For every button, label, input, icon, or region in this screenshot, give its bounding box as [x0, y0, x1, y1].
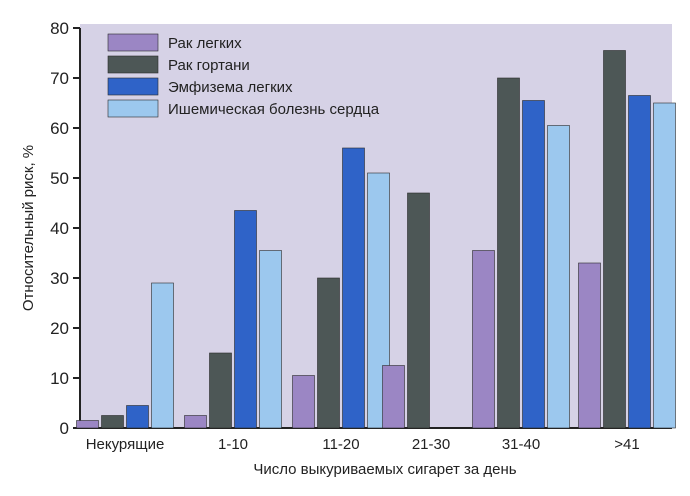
legend: Рак легких Рак гортани Эмфизема легких Ишем… — [107, 33, 380, 118]
y-tick-label: 10 — [50, 369, 69, 388]
bar — [342, 147, 365, 429]
bars — [76, 50, 676, 429]
legend-swatch — [107, 55, 159, 74]
bar — [603, 50, 626, 429]
legend-swatch — [107, 77, 159, 96]
bar — [382, 365, 405, 429]
x-tick-label: 31-40 — [502, 436, 540, 453]
bar — [151, 282, 174, 429]
bar — [497, 77, 520, 429]
bar — [628, 95, 651, 429]
y-axis-ticks: 0 10 20 30 40 50 60 70 80 — [50, 19, 80, 438]
bar — [367, 172, 390, 429]
bar — [76, 420, 99, 429]
x-tick-label: >41 — [614, 436, 639, 453]
bar — [259, 250, 282, 429]
x-axis-title: Число выкуриваемых сигарет за день — [253, 461, 516, 478]
x-axis-tick-labels: Некурящие 1-10 11-20 21-30 31-40 >41 — [86, 436, 640, 453]
bar — [653, 102, 676, 429]
bar — [292, 375, 315, 429]
legend-label: Рак легких — [168, 35, 242, 52]
bar — [209, 352, 232, 429]
bar — [317, 277, 340, 429]
x-tick-label: 11-20 — [322, 436, 359, 453]
legend-label: Рак гортани — [168, 57, 250, 74]
y-tick-label: 50 — [50, 169, 69, 188]
legend-swatch — [107, 99, 159, 118]
legend-swatch — [107, 33, 159, 52]
legend-label: Эмфизема легких — [168, 79, 293, 96]
bar — [126, 405, 149, 429]
y-tick-label: 60 — [50, 119, 69, 138]
x-tick-label: 1-10 — [218, 436, 248, 453]
legend-label: Ишемическая болезнь сердца — [168, 101, 380, 118]
x-tick-label: Некурящие — [86, 436, 165, 453]
y-axis-title: Относительный риск, % — [20, 145, 37, 311]
bar — [547, 125, 570, 429]
bar — [472, 250, 495, 429]
y-tick-label: 0 — [60, 419, 69, 438]
y-tick-label: 30 — [50, 269, 69, 288]
bar — [407, 192, 430, 429]
y-tick-label: 20 — [50, 319, 69, 338]
y-tick-label: 70 — [50, 69, 69, 88]
bar — [522, 100, 545, 429]
bar — [234, 210, 257, 429]
y-tick-label: 80 — [50, 19, 69, 38]
bar — [184, 415, 207, 429]
x-tick-label: 21-30 — [412, 436, 450, 453]
bar — [101, 415, 124, 429]
bar — [578, 262, 601, 429]
y-tick-label: 40 — [50, 219, 69, 238]
